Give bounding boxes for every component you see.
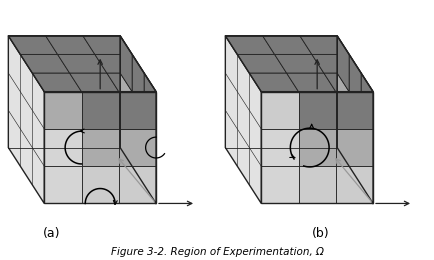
Polygon shape xyxy=(261,129,299,166)
Polygon shape xyxy=(263,36,312,54)
Polygon shape xyxy=(336,129,373,166)
Polygon shape xyxy=(312,54,361,73)
Polygon shape xyxy=(83,36,132,54)
Polygon shape xyxy=(32,73,82,92)
Polygon shape xyxy=(300,36,349,54)
Polygon shape xyxy=(82,166,119,203)
Polygon shape xyxy=(261,92,299,129)
Polygon shape xyxy=(120,110,132,166)
Polygon shape xyxy=(144,110,156,166)
Polygon shape xyxy=(69,73,119,92)
Text: (a): (a) xyxy=(43,227,61,240)
Polygon shape xyxy=(119,92,156,129)
Polygon shape xyxy=(349,92,361,147)
Polygon shape xyxy=(349,54,361,110)
Polygon shape xyxy=(8,36,44,203)
Polygon shape xyxy=(144,73,156,129)
Polygon shape xyxy=(132,92,144,147)
Polygon shape xyxy=(8,36,58,54)
Polygon shape xyxy=(299,92,336,129)
Polygon shape xyxy=(361,110,373,166)
Polygon shape xyxy=(58,54,107,73)
Polygon shape xyxy=(337,73,349,129)
Polygon shape xyxy=(119,129,156,166)
Polygon shape xyxy=(82,129,119,166)
Polygon shape xyxy=(237,54,286,73)
Polygon shape xyxy=(349,129,361,185)
Polygon shape xyxy=(299,166,336,203)
Polygon shape xyxy=(299,129,336,166)
Polygon shape xyxy=(132,54,144,110)
Polygon shape xyxy=(336,92,373,129)
Polygon shape xyxy=(119,166,156,203)
Polygon shape xyxy=(132,129,144,185)
Polygon shape xyxy=(337,110,349,166)
Polygon shape xyxy=(249,73,299,92)
Polygon shape xyxy=(44,166,82,203)
Polygon shape xyxy=(144,147,156,203)
Polygon shape xyxy=(120,73,132,129)
Polygon shape xyxy=(225,36,275,54)
Polygon shape xyxy=(44,92,82,129)
Polygon shape xyxy=(95,54,144,73)
Polygon shape xyxy=(261,166,299,203)
Text: Figure 3-2. Region of Experimentation, Ω: Figure 3-2. Region of Experimentation, Ω xyxy=(111,248,323,257)
Polygon shape xyxy=(324,73,373,92)
Polygon shape xyxy=(20,54,69,73)
Polygon shape xyxy=(361,73,373,129)
Polygon shape xyxy=(336,166,373,203)
Text: (b): (b) xyxy=(312,227,330,240)
Polygon shape xyxy=(82,92,119,129)
Polygon shape xyxy=(225,36,261,203)
Polygon shape xyxy=(337,36,349,92)
Polygon shape xyxy=(286,73,336,92)
Polygon shape xyxy=(107,73,156,92)
Polygon shape xyxy=(120,36,132,92)
Polygon shape xyxy=(361,147,373,203)
Polygon shape xyxy=(275,54,324,73)
Polygon shape xyxy=(44,129,82,166)
Polygon shape xyxy=(46,36,95,54)
